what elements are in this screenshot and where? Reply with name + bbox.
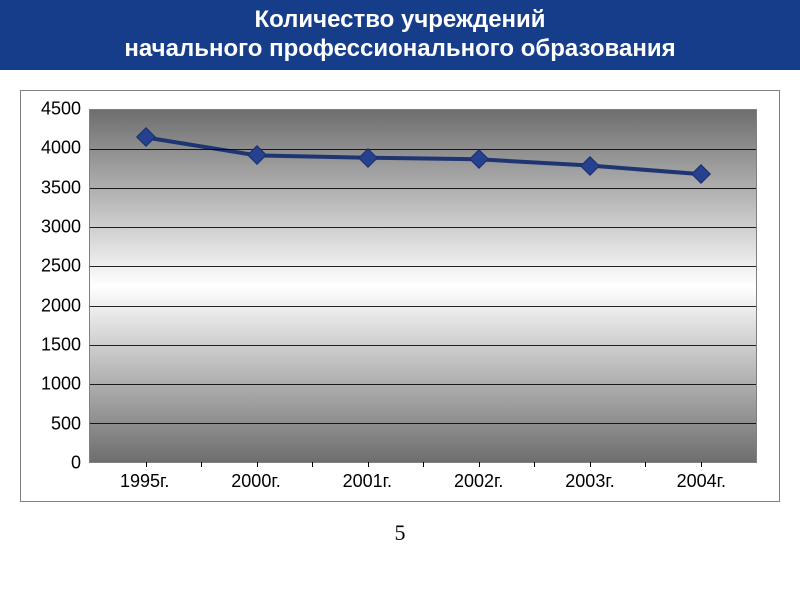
y-tick-label: 3500 xyxy=(41,177,81,198)
x-tick-label: 2003г. xyxy=(565,471,614,492)
x-tick-label: 2001г. xyxy=(343,471,392,492)
plot-area xyxy=(89,109,757,463)
grid-line xyxy=(90,149,756,150)
grid-line xyxy=(90,345,756,346)
grid-line xyxy=(90,384,756,385)
chart-container: 0 500 1000 1500 2000 2500 3000 3500 4000 4500 199… xyxy=(20,90,780,502)
x-axis-labels: 1995г. 2000г. 2001г. 2002г. 2003г. 2004г. xyxy=(89,469,757,493)
x-tick xyxy=(257,462,258,467)
y-tick-label: 3000 xyxy=(41,217,81,238)
x-divider xyxy=(201,462,202,467)
page-number: 5 xyxy=(0,502,800,546)
x-tick-label: 2004г. xyxy=(677,471,726,492)
line-series xyxy=(90,110,756,462)
title-bar: Количество учреждений начального професс… xyxy=(0,0,800,70)
x-tick xyxy=(701,462,702,467)
grid-line xyxy=(90,227,756,228)
y-tick-label: 500 xyxy=(51,413,81,434)
y-tick-label: 4000 xyxy=(41,138,81,159)
y-axis-labels: 050010001500200025003000350040004500 xyxy=(33,109,85,463)
grid-line xyxy=(90,423,756,424)
y-tick-label: 4500 xyxy=(41,99,81,120)
x-tick-label: 2000г. xyxy=(231,471,280,492)
grid-line xyxy=(90,306,756,307)
x-tick xyxy=(146,462,147,467)
data-line xyxy=(146,137,701,174)
y-tick-label: 1000 xyxy=(41,374,81,395)
x-divider xyxy=(312,462,313,467)
grid-line xyxy=(90,266,756,267)
y-tick-label: 1500 xyxy=(41,335,81,356)
chart-inner: 050010001500200025003000350040004500 199… xyxy=(33,103,767,493)
grid-line xyxy=(90,188,756,189)
y-tick-label: 0 xyxy=(71,453,81,474)
x-divider xyxy=(534,462,535,467)
x-tick xyxy=(590,462,591,467)
y-tick-label: 2500 xyxy=(41,256,81,277)
title-text: Количество учреждений начального професс… xyxy=(124,6,675,64)
x-tick xyxy=(368,462,369,467)
y-tick-label: 2000 xyxy=(41,295,81,316)
x-tick-label: 1995г. xyxy=(120,471,169,492)
x-tick xyxy=(479,462,480,467)
x-tick-label: 2002г. xyxy=(454,471,503,492)
x-divider xyxy=(423,462,424,467)
x-divider xyxy=(645,462,646,467)
